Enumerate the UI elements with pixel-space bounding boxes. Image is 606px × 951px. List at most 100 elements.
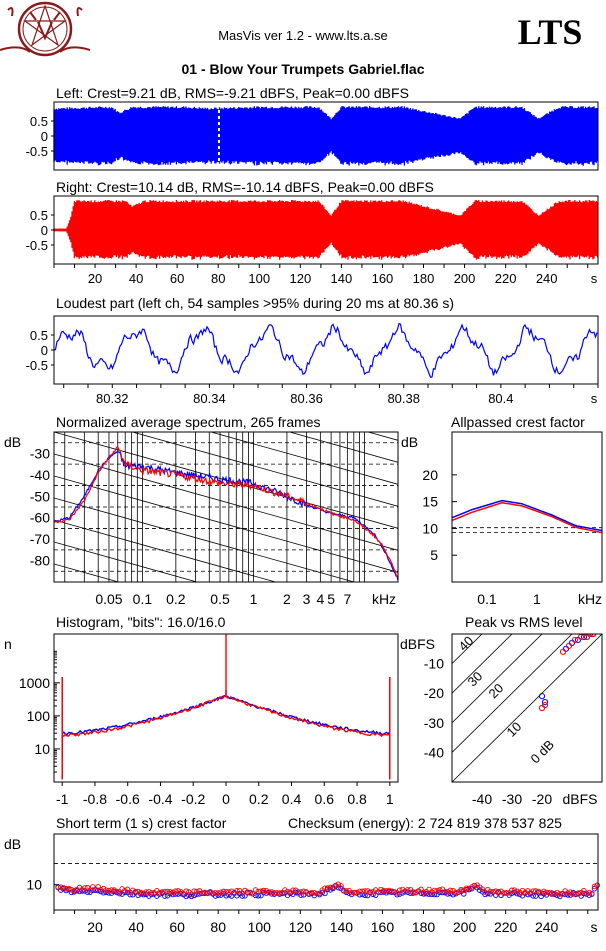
slope-line — [54, 300, 398, 396]
crest-point-right — [100, 885, 107, 892]
crest-point-right — [589, 890, 595, 897]
pvr-point-left — [562, 645, 570, 652]
x-tick-label: -1 — [56, 791, 69, 807]
crest-point-right — [111, 887, 117, 893]
x-tick-label: 20 — [87, 919, 103, 935]
y-axis-label: dBFS — [400, 636, 435, 652]
x-tick-label: 80 — [211, 271, 225, 286]
right-channel-waveform-chart: Right: Crest=10.14 dB, RMS=-10.14 dBFS, … — [26, 179, 599, 286]
crest-point-right — [573, 891, 579, 897]
spectrum-series-right — [54, 445, 398, 579]
crest-point-left — [562, 891, 568, 898]
y-tick-label: 1000 — [19, 675, 50, 691]
panel-title: Right: Crest=10.14 dB, RMS=-10.14 dBFS, … — [56, 179, 434, 195]
crest-point-left — [517, 891, 523, 898]
crest-point-right — [348, 889, 355, 896]
crest-point-right — [300, 888, 307, 894]
crest-point-right — [495, 890, 502, 896]
crest-point-right — [252, 887, 259, 893]
panel-title: Peak vs RMS level — [465, 614, 582, 630]
crest-point-right — [340, 888, 347, 894]
pvr-point-right — [571, 636, 579, 644]
x-tick-label: 0.5 — [210, 591, 230, 607]
crest-point-right — [298, 889, 304, 895]
x-tick-label: -30 — [502, 791, 522, 807]
crest-point-right — [135, 888, 141, 895]
loudest-waveform — [54, 322, 598, 378]
x-tick-label: 1 — [533, 591, 541, 607]
crest-point-right — [503, 890, 510, 896]
crest-point-right — [140, 890, 147, 896]
x-tick-label: 160 — [371, 919, 395, 935]
panel-title: Allpassed crest factor — [451, 414, 585, 430]
crest-point-right — [183, 888, 189, 894]
crest-point-right — [223, 888, 229, 895]
y-axis-label: dB — [4, 434, 21, 450]
x-tick-label: 200 — [454, 271, 476, 286]
histogram-series — [61, 634, 391, 780]
crest-point-right — [164, 888, 171, 895]
app-title: MasVis ver 1.2 - www.lts.a.se — [218, 28, 388, 43]
y-tick-label: -40 — [424, 744, 444, 760]
crest-point-right — [386, 887, 392, 894]
y-tick-label: 0 — [41, 129, 48, 144]
crest-point-right — [63, 886, 69, 892]
crest-point-right — [242, 887, 248, 894]
crest-point-right — [188, 891, 195, 897]
crest-point-right — [391, 889, 398, 895]
x-tick-label: 180 — [413, 271, 435, 286]
crest-point-right — [538, 890, 544, 896]
crest-point-right — [250, 890, 256, 897]
y-tick-label: -30 — [424, 715, 444, 731]
crest-point-right — [266, 889, 272, 896]
slope-line — [54, 563, 120, 582]
crest-point-right — [130, 887, 136, 894]
y-tick-label: 5 — [430, 547, 438, 563]
y-tick-label: 0.5 — [30, 328, 48, 343]
crest-point-left — [322, 890, 328, 897]
crest-point-right — [143, 889, 149, 895]
crest-point-right — [220, 888, 227, 895]
x-tick-label: 40 — [129, 271, 143, 286]
crest-point-right — [570, 891, 576, 897]
crest-point-right — [514, 888, 520, 895]
slope-line — [54, 278, 398, 374]
crest-point-left — [407, 890, 414, 896]
x-tick-label: 1 — [386, 791, 394, 807]
crest-point-right — [290, 887, 296, 894]
x-tick-label: -0.2 — [181, 791, 205, 807]
crest-point-left — [298, 892, 304, 898]
crest-point-left — [591, 885, 598, 892]
crest-point-left — [423, 890, 430, 897]
crest-point-left — [541, 890, 547, 897]
crest-point-right — [388, 888, 395, 894]
crest-point-right — [535, 888, 542, 895]
crest-point-left — [482, 891, 488, 898]
x-tick-label: 100 — [248, 919, 272, 935]
crest-point-right — [247, 890, 254, 896]
y-axis-label: dB — [401, 434, 418, 450]
crest-point-left — [223, 893, 229, 899]
plot-frame — [53, 833, 599, 911]
crest-point-right — [258, 888, 264, 894]
crest-point-right — [575, 891, 582, 897]
crest-point-right — [415, 888, 422, 894]
panel-title: Loudest part (left ch, 54 samples >95% d… — [56, 295, 454, 311]
crest-point-right — [314, 890, 320, 897]
crest-point-left — [428, 891, 435, 898]
crest-point-right — [591, 883, 598, 890]
allpass-series-left — [451, 499, 603, 532]
x-tick-label: 240 — [535, 919, 559, 935]
slope-line — [54, 541, 199, 582]
crest-point-right — [207, 889, 213, 895]
x-tick-label: 180 — [412, 919, 436, 935]
panel-title: Short term (1 s) crest factor — [56, 815, 227, 831]
x-tick-label: 2 — [283, 591, 291, 607]
crest-diagonal — [452, 634, 483, 665]
allpass-series-right — [451, 501, 603, 534]
plot-frame — [451, 431, 603, 583]
crest-point-right — [191, 888, 197, 894]
x-unit-label: s — [591, 919, 598, 935]
crest-point-right — [311, 890, 318, 896]
